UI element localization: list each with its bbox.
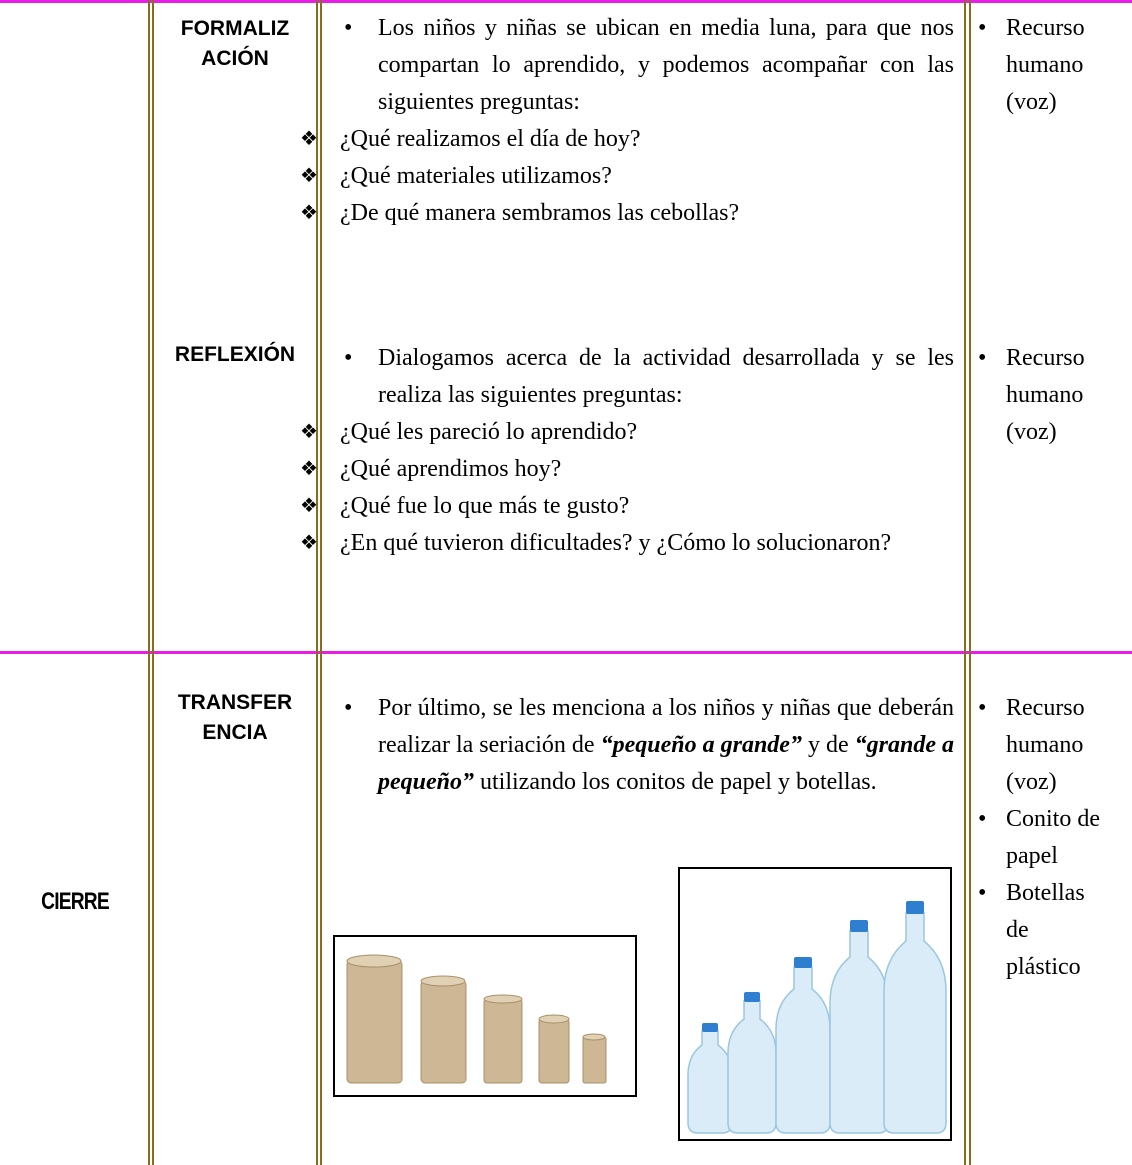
column-border bbox=[320, 0, 322, 1165]
row-border bbox=[0, 0, 1132, 3]
activity-text: Los niños y niñas se ubican en media lun… bbox=[340, 10, 954, 121]
question: ¿Qué les pareció lo aprendido? bbox=[300, 414, 954, 451]
question: ¿De qué manera sembramos las cebollas? bbox=[300, 195, 954, 232]
text-part: y de bbox=[801, 732, 855, 758]
question: ¿Qué realizamos el día de hoy? bbox=[300, 121, 954, 158]
tubes-image bbox=[333, 935, 637, 1097]
resource-list: Recurso humano (voz) bbox=[974, 10, 1114, 121]
activity: Por último, se les menciona a los niños … bbox=[340, 690, 954, 801]
row-border bbox=[0, 651, 1132, 654]
label-line: TRANSFER bbox=[177, 691, 293, 714]
resource-list: Recurso humano (voz) bbox=[974, 340, 1114, 451]
question: ¿Qué aprendimos hoy? bbox=[300, 451, 954, 488]
phase-label: FORMALIZ ACIÓN bbox=[160, 14, 310, 74]
activity: Los niños y niñas se ubican en media lun… bbox=[300, 10, 954, 232]
label-line: ENCIA bbox=[202, 721, 268, 744]
text-part: Por último, se les menciona a los niños … bbox=[378, 695, 954, 758]
activity: Dialogamos acerca de la actividad desarr… bbox=[300, 340, 954, 562]
label-line: ACIÓN bbox=[201, 47, 269, 70]
column-border bbox=[964, 0, 966, 1165]
question-list: ¿Qué realizamos el día de hoy? ¿Qué mate… bbox=[300, 121, 954, 232]
phase-label: REFLEXIÓN bbox=[160, 340, 310, 370]
column-border bbox=[152, 0, 154, 1165]
column-border bbox=[969, 0, 971, 1165]
resource-list: Recurso humano (voz) Conito de papel Bot… bbox=[974, 690, 1114, 986]
label-line: FORMALIZ bbox=[180, 17, 290, 40]
stage-label: CIERRE bbox=[41, 888, 110, 915]
question: ¿En qué tuvieron dificultades? y ¿Cómo l… bbox=[300, 525, 954, 562]
column-border bbox=[148, 0, 150, 1165]
resource: Conito de papel bbox=[974, 801, 1106, 875]
emphasis: “pequeño a grande” bbox=[600, 732, 802, 758]
question: ¿Qué fue lo que más te gusto? bbox=[300, 488, 954, 525]
phase-label: TRANSFER ENCIA bbox=[160, 688, 310, 748]
resource: Recurso humano (voz) bbox=[974, 690, 1106, 801]
question-list: ¿Qué les pareció lo aprendido? ¿Qué apre… bbox=[300, 414, 954, 562]
question: ¿Qué materiales utilizamos? bbox=[300, 158, 954, 195]
resource: Recurso humano (voz) bbox=[974, 10, 1106, 121]
bottles-image bbox=[678, 867, 952, 1141]
emphasis: “grande a pequeño” bbox=[378, 732, 955, 795]
text-part: utilizando los conitos de papel y botell… bbox=[474, 769, 877, 795]
column-border bbox=[316, 0, 318, 1165]
activity-text: Por último, se les menciona a los niños … bbox=[340, 690, 954, 801]
label-line: REFLEXIÓN bbox=[174, 343, 296, 366]
activity-text: Dialogamos acerca de la actividad desarr… bbox=[340, 340, 954, 414]
resource: Recurso humano (voz) bbox=[974, 340, 1106, 451]
resource: Botellas de plástico bbox=[974, 875, 1106, 986]
